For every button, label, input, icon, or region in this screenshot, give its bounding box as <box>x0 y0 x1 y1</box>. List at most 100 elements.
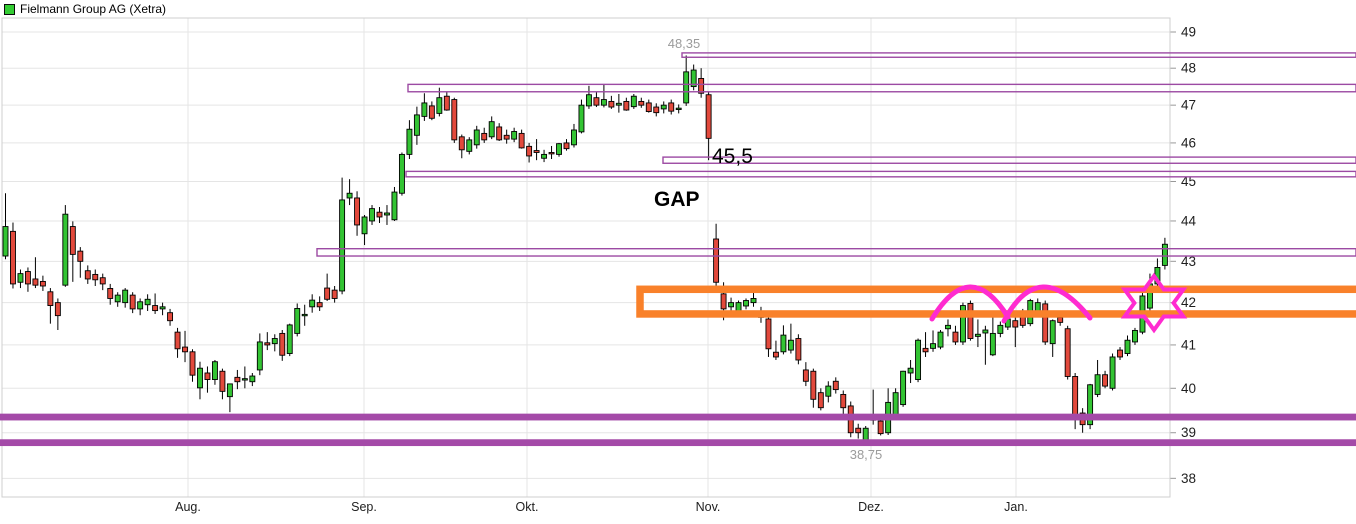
candle-up <box>384 212 390 216</box>
y-axis-label: 45 <box>1181 174 1196 189</box>
candle-down <box>638 100 645 106</box>
support-level-bar <box>0 413 1356 421</box>
candle-down <box>107 288 114 299</box>
candle-up <box>974 333 981 337</box>
candle-up <box>361 216 368 235</box>
candle-down <box>204 372 211 380</box>
candle-down <box>39 280 46 287</box>
x-axis-month-label: Okt. <box>516 500 539 514</box>
candle-down <box>668 102 675 112</box>
candle-down <box>54 302 61 317</box>
candle-up <box>1087 384 1094 426</box>
x-axis-month-label: Nov. <box>696 500 721 514</box>
y-axis-label: 42 <box>1181 295 1196 310</box>
resistance-level-line <box>316 248 1356 257</box>
candle-down <box>189 351 196 376</box>
candle-up <box>787 339 794 351</box>
y-axis-label: 39 <box>1181 425 1196 440</box>
candle-down <box>1102 374 1109 387</box>
candle-down <box>376 211 383 218</box>
candle-up <box>915 339 922 380</box>
candle-up <box>1094 374 1101 395</box>
candle-up <box>413 114 420 136</box>
candle-up <box>615 102 622 106</box>
candle-up <box>1132 329 1138 343</box>
candle-down <box>503 134 510 140</box>
candle-up <box>571 129 577 146</box>
candle-down <box>795 338 802 361</box>
candle-up <box>997 324 1004 334</box>
y-axis-label: 44 <box>1181 213 1197 228</box>
annotation-label-455: 45,5 <box>712 145 753 168</box>
candle-up <box>959 305 966 343</box>
annotation-label-4835: 48,35 <box>668 36 701 51</box>
candle-down <box>316 302 323 308</box>
candle-down <box>84 270 91 280</box>
candle-up <box>226 383 233 398</box>
candle-up <box>907 367 914 374</box>
candle-down <box>855 427 862 434</box>
candle-down <box>451 99 458 141</box>
candle-down <box>593 97 600 106</box>
candle-up <box>294 308 301 334</box>
double-top-pattern <box>929 284 1093 324</box>
candle-up <box>556 143 562 155</box>
candle-down <box>720 293 727 310</box>
candle-down <box>1057 316 1064 323</box>
candle-up <box>309 299 316 308</box>
candle-up <box>466 139 473 152</box>
candle-up <box>982 329 989 334</box>
candle-up <box>578 104 585 133</box>
candle-down <box>765 318 772 350</box>
candle-up <box>256 341 263 371</box>
y-axis-label: 38 <box>1181 471 1196 486</box>
candle-down <box>817 392 824 409</box>
candle-down <box>69 226 76 255</box>
candle-up <box>892 392 899 417</box>
candle-down <box>713 238 720 283</box>
candle-down <box>772 351 779 358</box>
legend-label: Fielmann Group AG (Xetra) <box>20 2 167 16</box>
candle-down <box>1064 328 1071 377</box>
candle-up <box>211 361 218 380</box>
candle-down <box>533 150 540 153</box>
resistance-level-line <box>407 83 1356 93</box>
candle-up <box>780 334 787 353</box>
candle-down <box>182 346 188 353</box>
candle-up <box>159 306 166 310</box>
candle-down <box>832 380 839 391</box>
candle-up <box>197 367 203 389</box>
candle-down <box>810 370 817 400</box>
chart-legend: Fielmann Group AG (Xetra) <box>4 3 166 15</box>
candle-down <box>152 305 159 312</box>
candle-down <box>967 303 974 339</box>
candle-down <box>428 105 435 119</box>
candle-up <box>2 226 9 257</box>
candle-up <box>989 332 996 356</box>
resistance-level-line <box>405 170 1356 178</box>
candle-up <box>436 97 443 114</box>
plot-border <box>1 17 1171 498</box>
candle-down <box>481 132 488 141</box>
candle-down <box>174 331 181 350</box>
candle-up <box>541 153 548 159</box>
candle-up <box>301 313 308 317</box>
x-axis-month-label: Dez. <box>858 500 884 514</box>
candle-down <box>877 420 884 435</box>
candle-up <box>144 298 151 306</box>
candle-up <box>488 121 495 138</box>
candle-up <box>930 343 936 349</box>
candle-up <box>743 300 749 307</box>
candle-up <box>369 208 375 222</box>
candle-up <box>825 385 832 397</box>
candle-up <box>346 192 353 199</box>
candle-down <box>705 94 712 139</box>
candle-up <box>937 331 944 348</box>
candle-up <box>473 129 480 146</box>
candle-down <box>840 393 847 409</box>
candle-up <box>750 298 757 304</box>
candle-up <box>900 370 907 406</box>
candle-down <box>47 291 54 307</box>
